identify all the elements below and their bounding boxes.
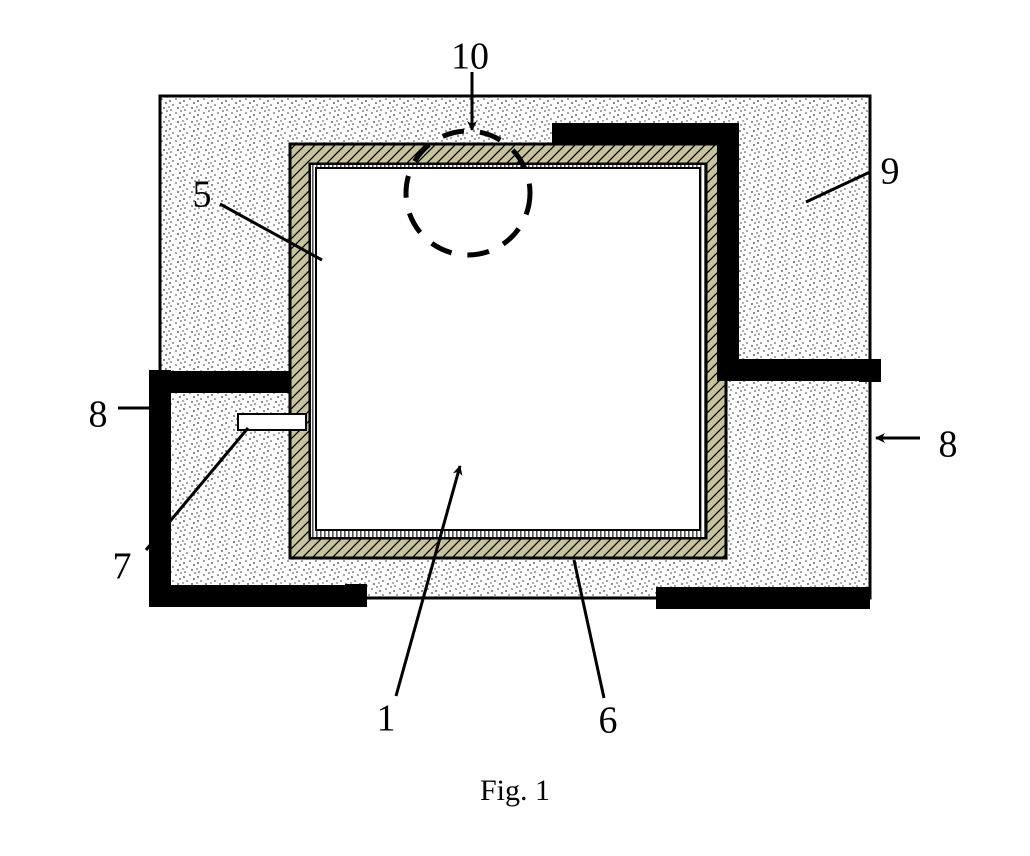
label-5: 5 (193, 174, 212, 216)
label-8l: 8 (89, 394, 108, 436)
figure-caption: Fig. 1 (480, 774, 550, 807)
cavity-1 (316, 168, 700, 530)
white-stub-7 (238, 414, 306, 430)
label-7: 7 (113, 546, 132, 588)
label-6: 6 (599, 700, 618, 742)
label-1: 1 (377, 698, 396, 740)
label-9: 9 (881, 151, 900, 193)
label-8r: 8 (939, 424, 958, 466)
label-10: 10 (451, 36, 489, 78)
figure-1-diagram: 10 5 9 8 8 7 1 6 Fig. 1 (0, 0, 1030, 856)
